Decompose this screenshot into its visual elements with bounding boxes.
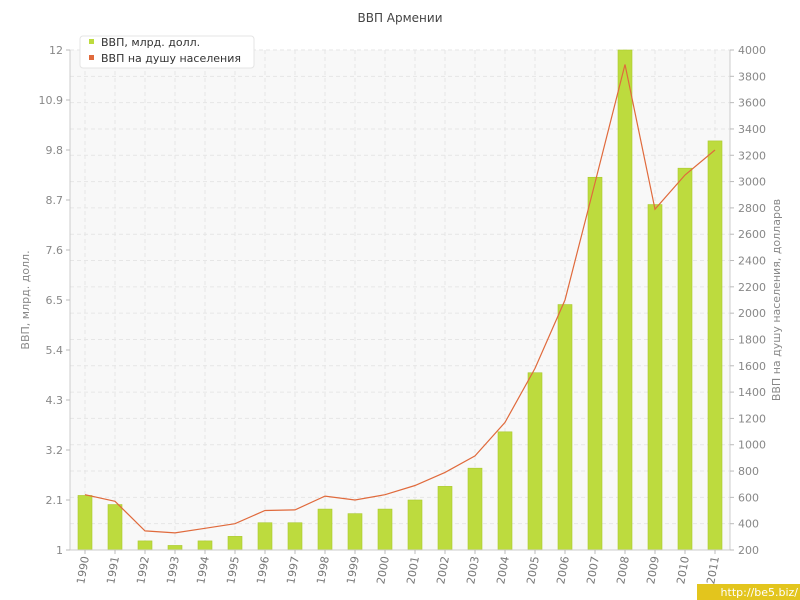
y-tick-label: 10.9	[39, 94, 64, 107]
bar	[347, 513, 363, 551]
y-tick-label: 1	[56, 544, 63, 557]
left-axis-ticks: 1 2.1 3.2 4.3 5.4 6.5 7.6 8.7 9.8 10.9 12	[39, 44, 70, 557]
y2-axis-label: ВВП на душу населения, долларов	[770, 199, 783, 401]
bar	[107, 504, 123, 551]
y-tick-label: 3.2	[46, 444, 64, 457]
y-tick-label: 9.8	[46, 144, 64, 157]
bar	[407, 499, 423, 551]
bar	[527, 372, 543, 551]
y-tick-label: 2.1	[46, 494, 64, 507]
y2-tick-label: 3400	[738, 123, 766, 136]
bar	[587, 176, 603, 551]
y-tick-label: 4.3	[46, 394, 64, 407]
y-tick-label: 5.4	[46, 344, 64, 357]
y2-tick-label: 2600	[738, 228, 766, 241]
bar	[437, 486, 453, 551]
bar	[167, 545, 183, 551]
y2-tick-label: 800	[738, 465, 759, 478]
y2-tick-label: 200	[738, 544, 759, 557]
bar	[227, 536, 243, 551]
x-tick-label: 2010	[674, 555, 692, 585]
bar	[317, 508, 333, 551]
x-tick-label: 2006	[554, 555, 572, 585]
bar	[257, 522, 273, 551]
y-tick-label: 12	[49, 44, 63, 57]
watermark-background	[697, 584, 800, 600]
bar	[497, 431, 513, 551]
y2-tick-label: 3800	[738, 70, 766, 83]
bar	[677, 167, 693, 551]
y2-tick-label: 1000	[738, 439, 766, 452]
y2-tick-label: 2400	[738, 255, 766, 268]
y2-tick-label: 3200	[738, 149, 766, 162]
y2-tick-label: 3000	[738, 176, 766, 189]
bar	[197, 540, 213, 551]
y2-tick-label: 1400	[738, 386, 766, 399]
y2-tick-label: 1800	[738, 333, 766, 346]
bar	[137, 540, 153, 551]
y2-tick-label: 4000	[738, 44, 766, 57]
x-tick-label: 1997	[284, 555, 302, 585]
line-series	[84, 64, 716, 534]
x-tick-label: 1999	[344, 555, 362, 585]
x-tick-label: 2002	[434, 555, 452, 585]
x-tick-label: 2011	[704, 555, 722, 585]
y-tick-label: 7.6	[46, 244, 64, 257]
x-tick-label: 1992	[134, 555, 152, 585]
legend-swatch-bars	[89, 39, 94, 44]
bar	[707, 140, 723, 551]
legend: ВВП, млрд. долл. ВВП на душу населения	[79, 35, 255, 69]
chart-title: ВВП Армении	[357, 11, 442, 25]
x-tick-label: 1994	[194, 555, 212, 585]
x-tick-label: 1991	[104, 555, 122, 585]
y-tick-label: 6.5	[46, 294, 64, 307]
x-tick-label: 2008	[614, 555, 632, 585]
bar	[77, 495, 93, 551]
x-tick-label: 2000	[374, 555, 392, 585]
legend-label-line: ВВП на душу населения	[101, 52, 241, 65]
x-tick-label: 2009	[644, 555, 662, 585]
x-axis-ticks: 1990 1991 1992 1993 1994 1995 1996 1997 1998 1999…	[74, 550, 722, 585]
bar-series	[77, 49, 723, 551]
x-tick-label: 1990	[74, 555, 92, 585]
y-axis-label: ВВП, млрд. долл.	[19, 250, 32, 349]
legend-swatch-line	[89, 55, 94, 60]
x-tick-label: 1995	[224, 555, 242, 585]
grid	[70, 49, 730, 551]
x-tick-label: 2001	[404, 555, 422, 585]
bar	[557, 304, 573, 551]
y2-tick-label: 1200	[738, 412, 766, 425]
bar	[617, 49, 633, 551]
x-tick-label: 1998	[314, 555, 332, 585]
y2-tick-label: 2200	[738, 281, 766, 294]
y2-tick-label: 600	[738, 491, 759, 504]
bar	[647, 204, 663, 551]
y2-tick-label: 1600	[738, 360, 766, 373]
x-tick-label: 1993	[164, 555, 182, 585]
x-tick-label: 1996	[254, 555, 272, 585]
legend-label-bars: ВВП, млрд. долл.	[101, 36, 200, 49]
bar	[377, 508, 393, 551]
y2-tick-label: 2000	[738, 307, 766, 320]
x-tick-label: 2003	[464, 555, 482, 585]
y2-tick-label: 2800	[738, 202, 766, 215]
y-tick-label: 8.7	[46, 194, 64, 207]
right-axis-ticks: 200 400 600 800 1000 1200 1400 1600 1800 2000 2200…	[730, 44, 766, 557]
x-tick-label: 2007	[584, 555, 602, 585]
bar	[467, 467, 483, 551]
x-tick-label: 2005	[524, 555, 542, 585]
x-tick-label: 2004	[494, 555, 512, 585]
bar	[287, 522, 303, 551]
watermark: http://be5.biz/	[721, 586, 799, 599]
y2-tick-label: 3600	[738, 97, 766, 110]
y2-tick-label: 400	[738, 518, 759, 531]
legend-box	[79, 35, 255, 69]
